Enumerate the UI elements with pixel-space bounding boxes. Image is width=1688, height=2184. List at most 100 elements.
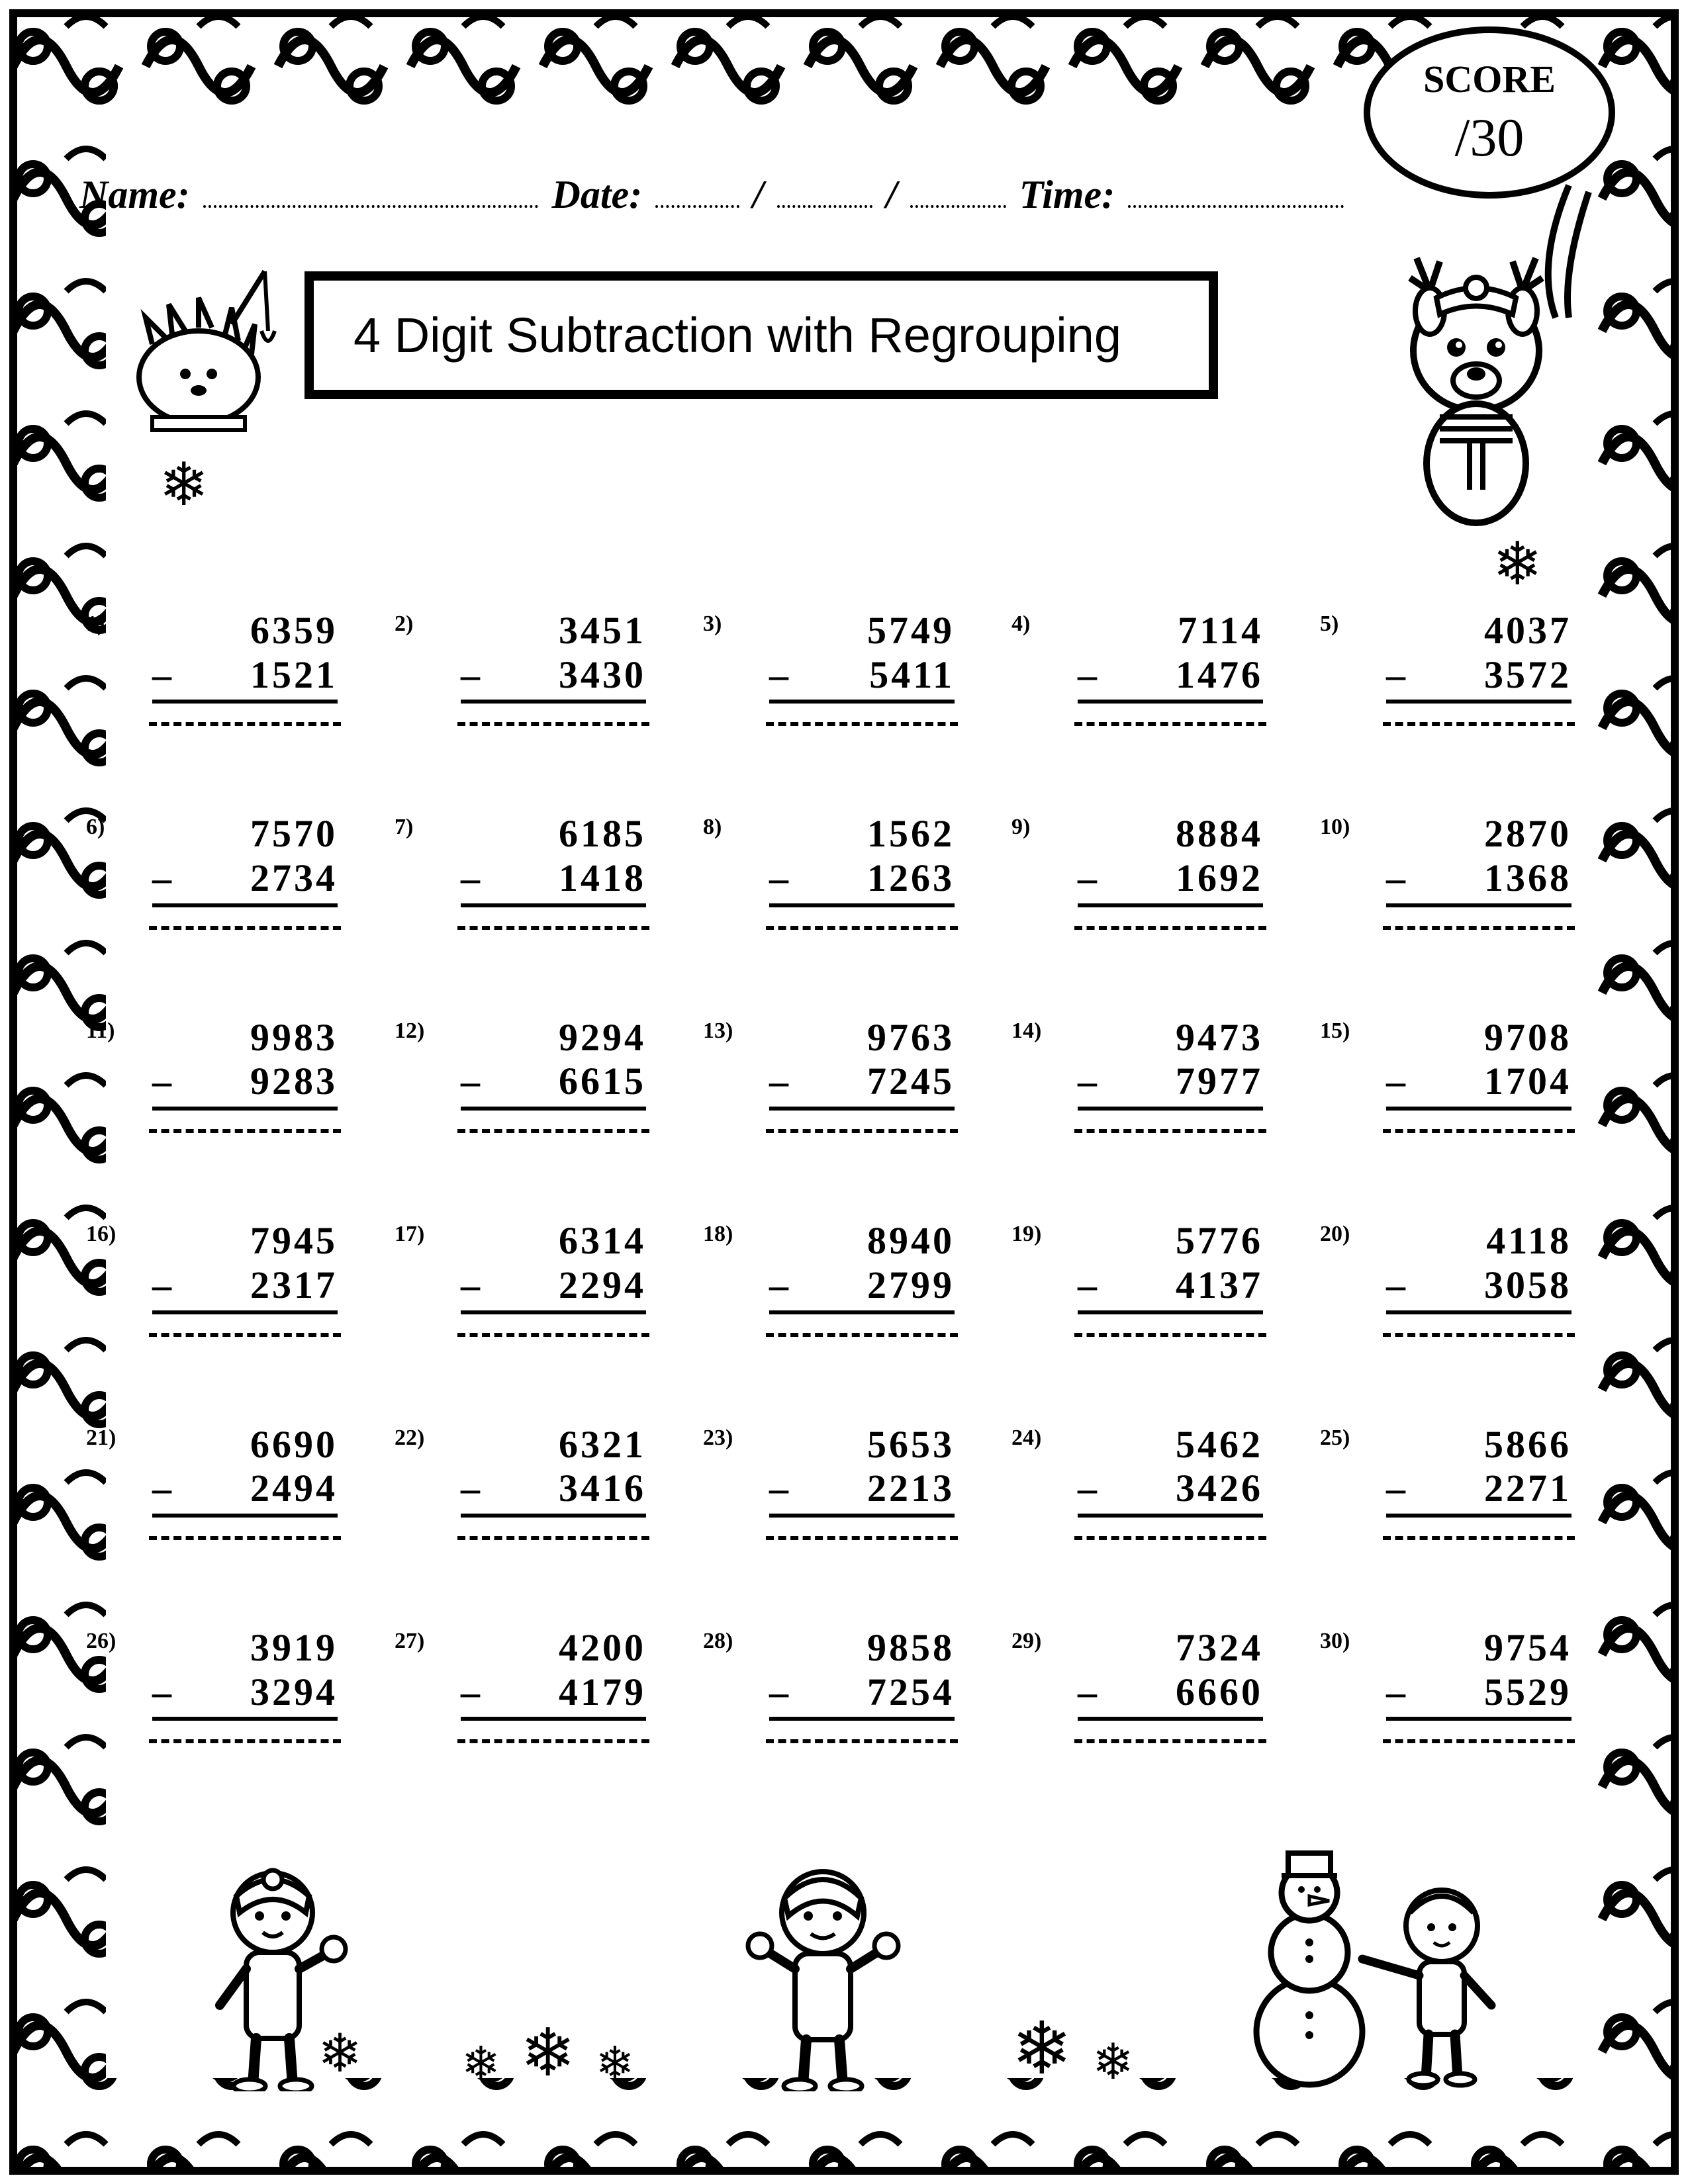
worksheet-title: 4 Digit Subtraction with Regrouping — [353, 307, 1169, 363]
minuend: 4037 — [1386, 609, 1571, 653]
subtrahend: 3416 — [559, 1467, 646, 1511]
minus-sign: – — [152, 1060, 174, 1104]
problem-cell: 13)9763–7245 — [710, 1016, 978, 1133]
problem-number: 3) — [703, 612, 722, 637]
problem-cell: 26)3919–3294 — [93, 1626, 361, 1743]
answer-line[interactable] — [457, 1536, 649, 1540]
subtrahend: 1521 — [250, 653, 338, 698]
answer-line[interactable] — [149, 1333, 341, 1337]
minuend: 6185 — [461, 812, 646, 856]
answer-line[interactable] — [1074, 926, 1266, 930]
subtrahend: 6615 — [559, 1060, 646, 1104]
problem-number: 22) — [395, 1426, 424, 1451]
answer-line[interactable] — [766, 1739, 958, 1743]
minus-sign: – — [769, 856, 791, 901]
subtrahend: 7977 — [1176, 1060, 1263, 1104]
problem-number: 12) — [395, 1019, 424, 1044]
answer-line[interactable] — [149, 926, 341, 930]
minuend: 6359 — [152, 609, 338, 653]
problem-number: 25) — [1320, 1426, 1350, 1451]
snowflake-icon: ❄ — [596, 2036, 635, 2091]
answer-line[interactable] — [766, 1536, 958, 1540]
answer-line[interactable] — [149, 722, 341, 726]
answer-line[interactable] — [766, 926, 958, 930]
score-label: SCORE — [1423, 57, 1556, 101]
minus-sign: – — [769, 1670, 791, 1715]
answer-line[interactable] — [457, 1739, 649, 1743]
date-day-line[interactable] — [655, 181, 739, 208]
answer-line[interactable] — [766, 1333, 958, 1337]
answer-line[interactable] — [1383, 1739, 1575, 1743]
subtrahend: 2799 — [867, 1263, 955, 1308]
minus-sign: – — [1078, 1467, 1100, 1511]
answer-line[interactable] — [149, 1129, 341, 1133]
answer-line[interactable] — [1074, 1333, 1266, 1337]
subtrahend: 2494 — [250, 1467, 338, 1511]
minus-sign: – — [769, 1263, 791, 1308]
problem-cell: 7)6185–1418 — [401, 812, 670, 929]
answer-line[interactable] — [457, 722, 649, 726]
minuend: 6690 — [152, 1423, 338, 1467]
problem-cell: 30)9754–5529 — [1327, 1626, 1595, 1743]
problem-number: 17) — [395, 1222, 424, 1247]
date-month-line[interactable] — [777, 181, 873, 208]
minus-sign: – — [152, 856, 174, 901]
time-input-line[interactable] — [1128, 181, 1344, 208]
minus-sign: – — [1078, 1263, 1100, 1308]
subtrahend: 3572 — [1484, 653, 1571, 698]
minus-sign: – — [769, 1467, 791, 1511]
minus-sign: – — [1078, 1060, 1100, 1104]
minuend: 7114 — [1078, 609, 1263, 653]
problem-cell: 15)9708–1704 — [1327, 1016, 1595, 1133]
name-input-line[interactable] — [203, 181, 539, 208]
problem-cell: 1)6359–1521 — [93, 609, 361, 726]
minus-sign: – — [1078, 1670, 1100, 1715]
problem-number: 4) — [1011, 612, 1030, 637]
answer-line[interactable] — [149, 1739, 341, 1743]
answer-line[interactable] — [1074, 722, 1266, 726]
subtrahend: 2213 — [867, 1467, 955, 1511]
minus-sign: – — [152, 653, 174, 698]
answer-line[interactable] — [457, 926, 649, 930]
minuend: 5653 — [769, 1423, 955, 1467]
subtrahend: 3426 — [1176, 1467, 1263, 1511]
problem-cell: 21)6690–2494 — [93, 1423, 361, 1540]
problem-cell: 16)7945–2317 — [93, 1219, 361, 1336]
answer-line[interactable] — [457, 1129, 649, 1133]
minus-sign: – — [152, 1467, 174, 1511]
problem-number: 24) — [1011, 1426, 1041, 1451]
subtrahend: 7254 — [867, 1670, 955, 1715]
answer-line[interactable] — [1074, 1739, 1266, 1743]
minus-sign: – — [461, 1060, 483, 1104]
answer-line[interactable] — [1383, 1536, 1575, 1540]
problem-number: 21) — [86, 1426, 116, 1451]
problem-number: 27) — [395, 1629, 424, 1654]
minuend: 9983 — [152, 1016, 338, 1060]
subtrahend: 5411 — [869, 653, 955, 698]
minuend: 5776 — [1078, 1219, 1263, 1263]
answer-line[interactable] — [1383, 926, 1575, 930]
worksheet-title-box: 4 Digit Subtraction with Regrouping — [305, 271, 1218, 399]
answer-line[interactable] — [1383, 1333, 1575, 1337]
subtrahend: 5529 — [1484, 1670, 1571, 1715]
problems-grid: 1)6359–15212)3451–34303)5749–54114)7114–… — [93, 609, 1595, 1743]
problem-cell: 10)2870–1368 — [1327, 812, 1595, 929]
answer-line[interactable] — [149, 1536, 341, 1540]
answer-line[interactable] — [766, 1129, 958, 1133]
minus-sign: – — [769, 1060, 791, 1104]
answer-line[interactable] — [1383, 722, 1575, 726]
date-year-line[interactable] — [910, 181, 1006, 208]
snowflake-icon: ❄ — [318, 2023, 362, 2085]
subtrahend: 1704 — [1484, 1060, 1571, 1104]
answer-line[interactable] — [1074, 1129, 1266, 1133]
answer-line[interactable] — [766, 722, 958, 726]
answer-line[interactable] — [1074, 1536, 1266, 1540]
answer-line[interactable] — [457, 1333, 649, 1337]
minuend: 9763 — [769, 1016, 955, 1060]
subtrahend: 4137 — [1176, 1263, 1263, 1308]
minus-sign: – — [1386, 856, 1408, 901]
problem-cell: 18)8940–2799 — [710, 1219, 978, 1336]
problem-cell: 17)6314–2294 — [401, 1219, 670, 1336]
answer-line[interactable] — [1383, 1129, 1575, 1133]
name-label: Name: — [79, 172, 190, 218]
